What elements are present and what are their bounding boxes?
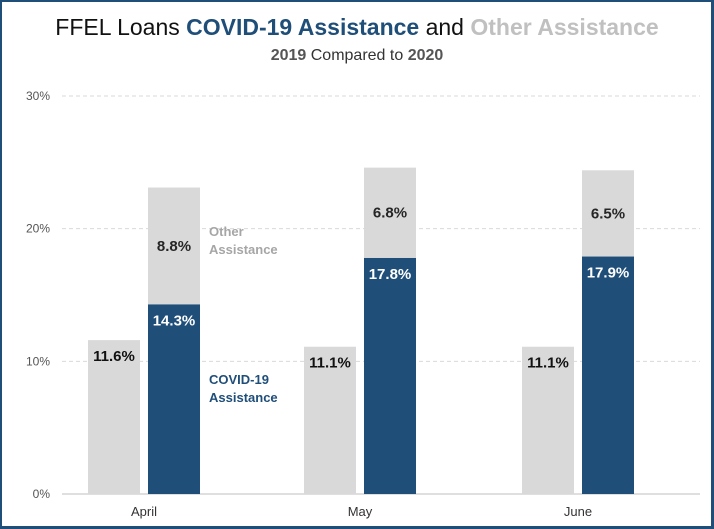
data-label-covid: 17.8%: [369, 266, 412, 283]
x-tick-label: June: [564, 504, 592, 519]
y-tick-label: 10%: [26, 354, 50, 368]
subtitle-middle: Compared to: [306, 47, 408, 64]
bar-2019: [88, 340, 140, 494]
annotation-other-assistance-line2: Assistance: [209, 242, 278, 257]
data-label-2019: 11.1%: [527, 355, 569, 372]
bar-other-assistance: [148, 187, 200, 305]
bar-other-assistance: [364, 167, 416, 258]
bar-2019: [304, 346, 356, 494]
chart-title: FFEL Loans COVID-19 Assistance and Other…: [0, 14, 714, 41]
chart-subtitle: 2019 Compared to 2020: [0, 47, 714, 65]
bar-2019: [522, 346, 574, 494]
annotation-other-assistance-line1: Other: [209, 224, 244, 239]
y-tick-label: 20%: [26, 222, 50, 236]
y-tick-label: 30%: [26, 89, 50, 103]
annotation-covid-assistance-line2: Assistance: [209, 390, 278, 405]
bar-covid-assistance: [148, 304, 200, 494]
data-label-other: 8.8%: [157, 238, 191, 255]
title-middle: and: [419, 14, 471, 40]
bar-covid-assistance: [364, 257, 416, 494]
x-tick-label: May: [348, 504, 373, 519]
x-tick-label: April: [131, 504, 157, 519]
annotation-covid-assistance-line1: COVID-19: [209, 372, 269, 387]
subtitle-year-2019: 2019: [270, 47, 307, 64]
bar-covid-assistance: [582, 256, 634, 494]
data-label-2019: 11.6%: [93, 348, 135, 365]
y-tick-label: 0%: [33, 487, 51, 501]
data-label-2019: 11.1%: [309, 355, 351, 372]
data-label-other: 6.5%: [591, 205, 625, 222]
bar-other-assistance: [582, 170, 634, 257]
title-prefix: FFEL Loans: [55, 14, 187, 40]
data-label-other: 6.8%: [373, 205, 407, 222]
title-other: Other Assistance: [470, 14, 659, 40]
title-covid: COVID-19 Assistance: [186, 14, 420, 40]
subtitle-year-2020: 2020: [407, 47, 444, 64]
data-label-covid: 14.3%: [153, 312, 196, 329]
data-label-covid: 17.9%: [587, 265, 630, 282]
